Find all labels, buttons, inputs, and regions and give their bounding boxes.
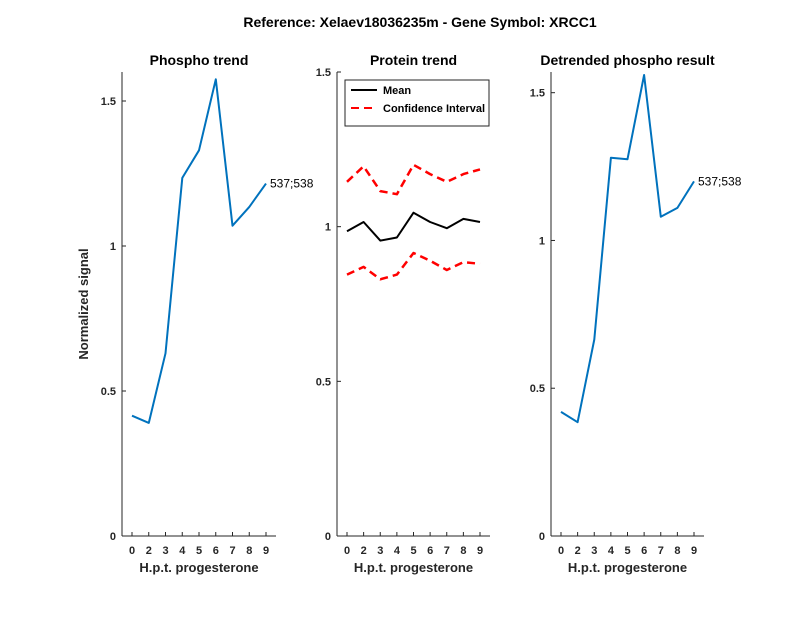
x-tick-label: 4 [394, 545, 401, 557]
y-axis-label: Normalized signal [76, 248, 91, 359]
x-tick-label: 0 [344, 545, 350, 557]
x-tick-label: 4 [608, 545, 615, 557]
y-tick-label: 0.5 [316, 376, 331, 388]
chart-title: Detrended phospho result [540, 52, 715, 68]
x-tick-label: 3 [377, 545, 383, 557]
y-tick-label: 0.5 [101, 386, 116, 398]
point-annotation: 537;538 [698, 174, 742, 188]
y-tick-label: 1.5 [530, 88, 545, 100]
x-tick-label: 2 [361, 545, 367, 557]
y-tick-label: 1.5 [101, 96, 116, 108]
x-tick-label: 7 [444, 545, 450, 557]
point-annotation: 537;538 [270, 177, 314, 191]
x-tick-label: 7 [229, 545, 235, 557]
y-tick-label: 1 [325, 222, 331, 234]
x-tick-label: 8 [674, 545, 680, 557]
x-tick-label: 5 [196, 545, 202, 557]
legend-box [344, 79, 490, 127]
y-tick-label: 1 [539, 235, 545, 247]
y-tick-label: 0 [539, 531, 545, 543]
y-tick-label: 0 [325, 531, 331, 543]
series-line-1 [131, 78, 267, 424]
x-tick-label: 3 [162, 545, 168, 557]
y-tick-label: 1 [110, 241, 116, 253]
x-tick-label: 9 [691, 545, 697, 557]
series-line-1 [560, 74, 695, 424]
chart-title: Phospho trend [150, 52, 249, 68]
x-tick-label: 9 [263, 545, 269, 557]
legend-label: Mean [383, 85, 411, 97]
y-tick-label: 0.5 [530, 383, 545, 395]
chart-title: Protein trend [370, 52, 457, 68]
x-tick-label: 6 [213, 545, 219, 557]
x-tick-label: 2 [146, 545, 152, 557]
legend-label: Confidence Interval [383, 103, 485, 115]
y-tick-label: 1.5 [316, 67, 331, 79]
y-tick-label: 0 [110, 531, 116, 543]
x-tick-label: 6 [641, 545, 647, 557]
x-tick-label: 5 [410, 545, 416, 557]
x-tick-label: 8 [460, 545, 466, 557]
x-axis-label: H.p.t. progesterone [568, 560, 687, 575]
x-tick-label: 8 [246, 545, 252, 557]
series-line-2 [346, 163, 481, 196]
x-axis-label: H.p.t. progesterone [139, 560, 258, 575]
x-tick-label: 3 [591, 545, 597, 557]
series-line-3 [346, 251, 481, 281]
x-tick-label: 0 [558, 545, 564, 557]
x-tick-label: 7 [658, 545, 664, 557]
x-tick-label: 0 [129, 545, 135, 557]
x-tick-label: 6 [427, 545, 433, 557]
chart-legend: Mean Confidence Interval [344, 79, 490, 127]
series-line-1 [346, 211, 481, 242]
x-tick-label: 4 [179, 545, 186, 557]
x-tick-label: 9 [477, 545, 483, 557]
x-tick-label: 2 [575, 545, 581, 557]
x-axis-label: H.p.t. progesterone [354, 560, 473, 575]
figure-title: Reference: Xelaev18036235m - Gene Symbol… [243, 14, 596, 30]
x-tick-label: 5 [624, 545, 630, 557]
